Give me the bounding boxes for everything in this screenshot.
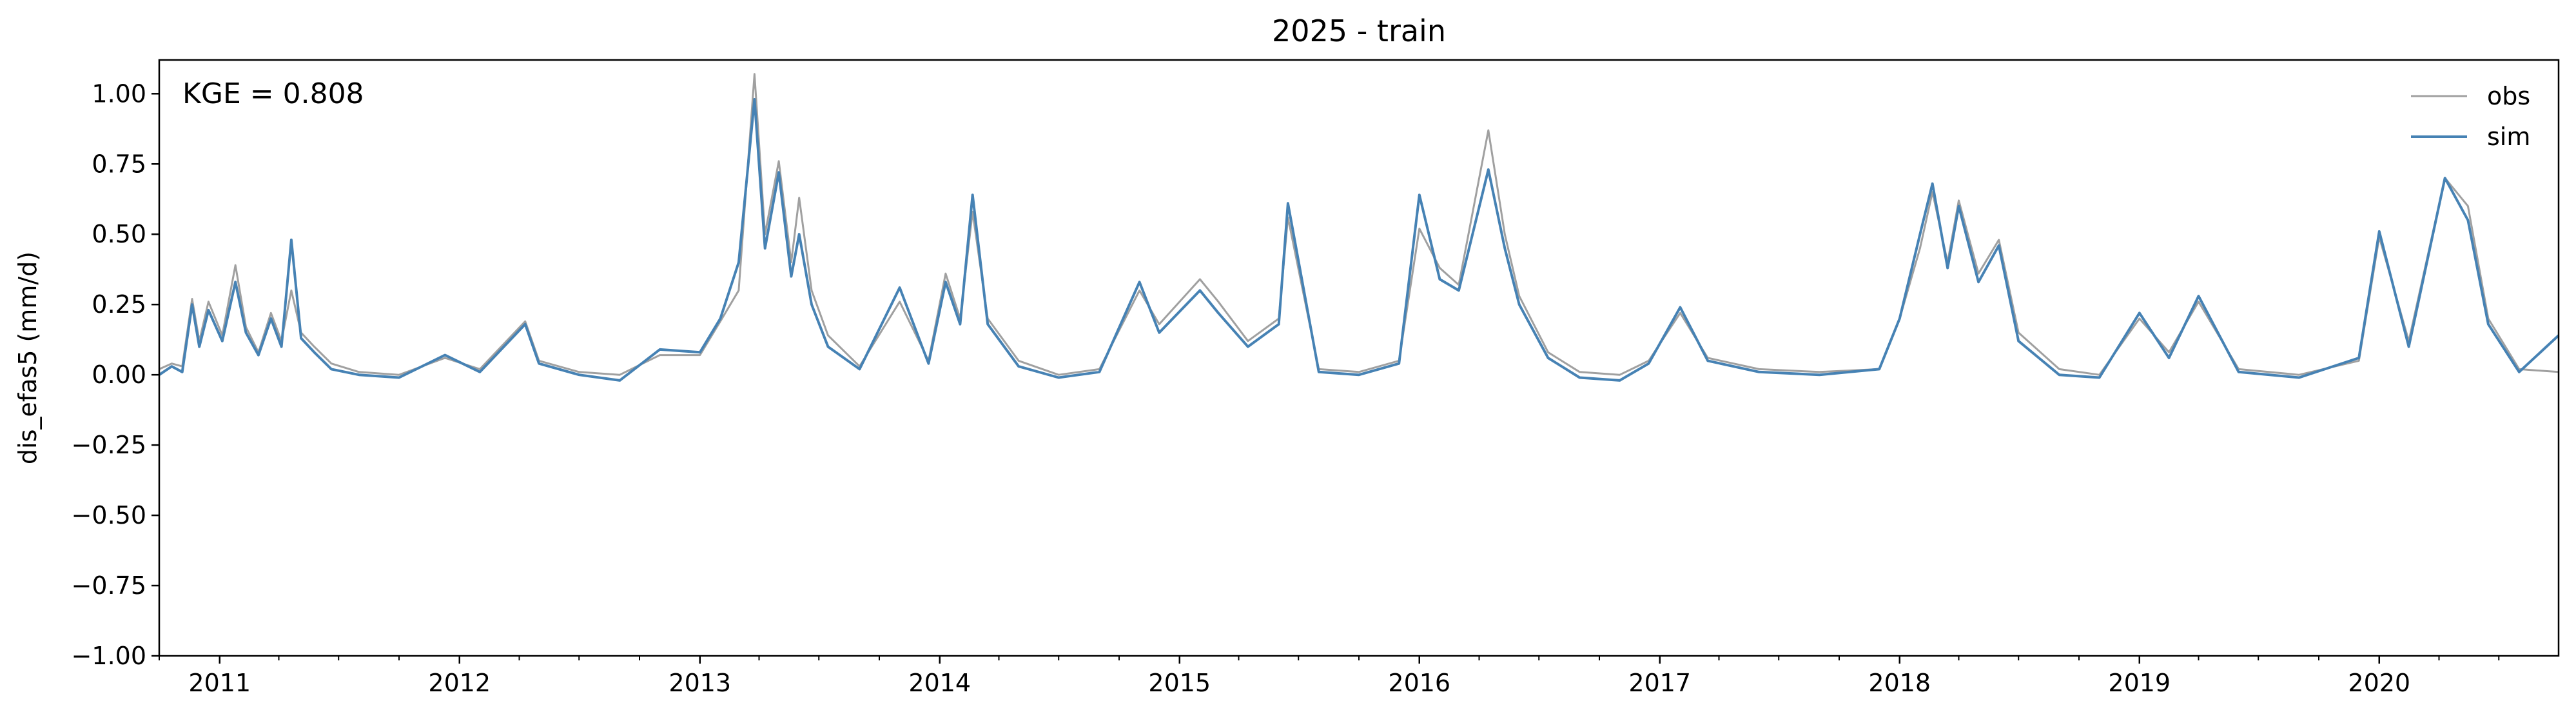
y-tick-label: 0.25 (92, 290, 146, 319)
y-tick-label: −1.00 (72, 642, 146, 670)
y-tick-label: 0.50 (92, 220, 146, 248)
y-axis-ticks: −1.00 −0.75 −0.50 −0.25 0.00 0.25 0.50 0.75 1.00 (72, 79, 159, 670)
x-tick-label: 2011 (188, 669, 251, 697)
x-tick-label: 2020 (2348, 669, 2410, 697)
chart-title: 2025 - train (1272, 14, 1446, 48)
x-tick-label: 2016 (1388, 669, 1450, 697)
series-line-sim (158, 98, 2560, 382)
y-tick-label: 1.00 (92, 79, 146, 108)
x-tick-label: 2019 (2108, 669, 2171, 697)
plot-frame (158, 59, 2560, 657)
x-axis-ticks: 2011 2012 2013 2014 2015 2016 2017 2018 2019 2020 (159, 656, 2500, 697)
y-tick-label: −0.75 (72, 571, 146, 600)
y-tick-label: −0.50 (72, 501, 146, 529)
legend-sim-label: sim (2487, 123, 2530, 151)
kge-annotation: KGE = 0.808 (182, 77, 364, 110)
x-tick-label: 2014 (908, 669, 971, 697)
x-tick-label: 2015 (1148, 669, 1211, 697)
legend-obs-label: obs (2487, 82, 2530, 110)
y-axis-label: dis_efas5 (mm/d) (14, 252, 42, 464)
series-line-obs (159, 73, 2559, 376)
series-layer (158, 73, 2560, 382)
x-tick-label: 2017 (1628, 669, 1691, 697)
x-tick-label: 2012 (428, 669, 491, 697)
legend: obs sim (2411, 82, 2530, 151)
plot-background (159, 60, 2559, 656)
x-tick-label: 2013 (668, 669, 731, 697)
x-tick-label: 2018 (1868, 669, 1931, 697)
y-tick-label: −0.25 (72, 431, 146, 459)
y-tick-label: 0.75 (92, 150, 146, 178)
y-tick-label: 0.00 (92, 360, 146, 389)
